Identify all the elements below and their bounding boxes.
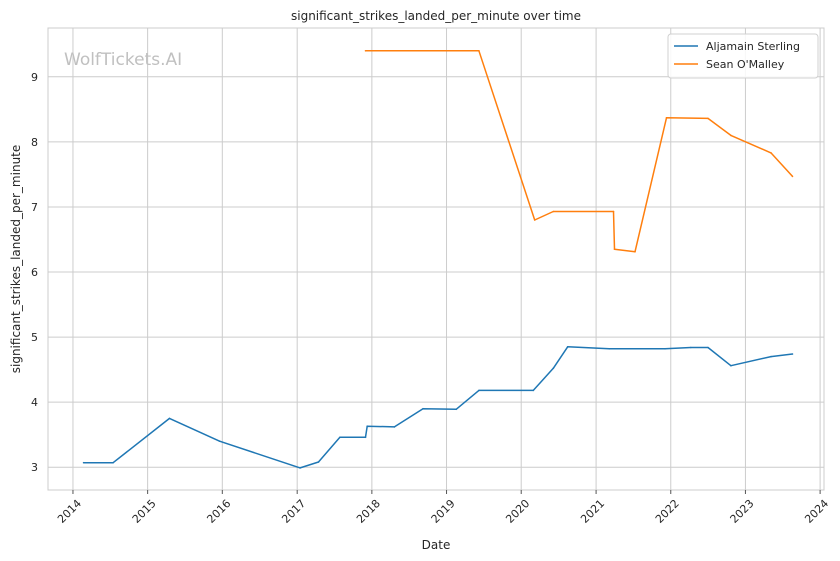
series-point-0: [364, 436, 367, 439]
grid: [48, 28, 824, 490]
series-point-1: [791, 175, 794, 178]
y-tick-label: 8: [31, 136, 38, 149]
y-axis-title: significant_strikes_landed_per_minute: [9, 145, 23, 374]
series-point-0: [730, 364, 732, 367]
series-point-0: [552, 367, 555, 370]
x-axis-title: Date: [422, 538, 451, 552]
y-axis-ticks: 3 4 5 6 7 8 9: [31, 71, 38, 474]
series-point-0: [566, 346, 569, 348]
series-layer: [82, 50, 794, 469]
series-point-1: [730, 134, 732, 137]
legend-label: Sean O'Malley: [706, 58, 785, 71]
series-point-0: [168, 417, 171, 420]
series-point-0: [478, 389, 480, 392]
series-point-0: [299, 467, 301, 469]
series-point-0: [339, 436, 341, 439]
watermark: WolfTickets.AI: [64, 50, 182, 70]
series-point-0: [218, 440, 221, 443]
legend-label: Aljamain Sterling: [706, 40, 800, 53]
series-point-0: [112, 461, 114, 464]
series-point-0: [422, 407, 424, 410]
legend-box: [667, 33, 819, 79]
series-point-0: [317, 461, 320, 463]
y-tick-label: 6: [31, 266, 38, 279]
series-point-0: [82, 461, 85, 464]
y-tick-label: 3: [31, 461, 38, 474]
series-point-1: [533, 219, 536, 221]
series-point-1: [552, 210, 555, 213]
series-point-1: [613, 248, 616, 250]
y-tick-label: 5: [31, 331, 38, 344]
series-point-1: [770, 152, 772, 154]
y-tick-label: 9: [31, 71, 38, 84]
series-point-1: [665, 117, 668, 119]
series-line-1: [365, 50, 794, 253]
series-point-0: [690, 346, 692, 349]
series-point-1: [612, 210, 615, 213]
series-point-0: [791, 353, 794, 355]
series-point-1: [364, 50, 367, 52]
series-point-0: [664, 348, 666, 350]
series-point-0: [770, 355, 772, 358]
y-tick-label: 7: [31, 201, 38, 214]
series-point-0: [366, 425, 369, 428]
series-point-0: [707, 346, 709, 349]
series-point-0: [393, 426, 396, 428]
series-point-0: [608, 348, 610, 350]
series-point-0: [532, 389, 535, 392]
chart-title: significant_strikes_landed_per_minute ov…: [291, 9, 581, 23]
series-point-1: [478, 50, 480, 52]
series-point-0: [455, 408, 458, 411]
plot-frame: [47, 27, 825, 491]
legend: Aljamain Sterling Sean O'Malley: [667, 33, 819, 79]
series-point-1: [634, 251, 636, 253]
y-tick-label: 4: [31, 396, 38, 409]
series-point-1: [707, 117, 709, 120]
